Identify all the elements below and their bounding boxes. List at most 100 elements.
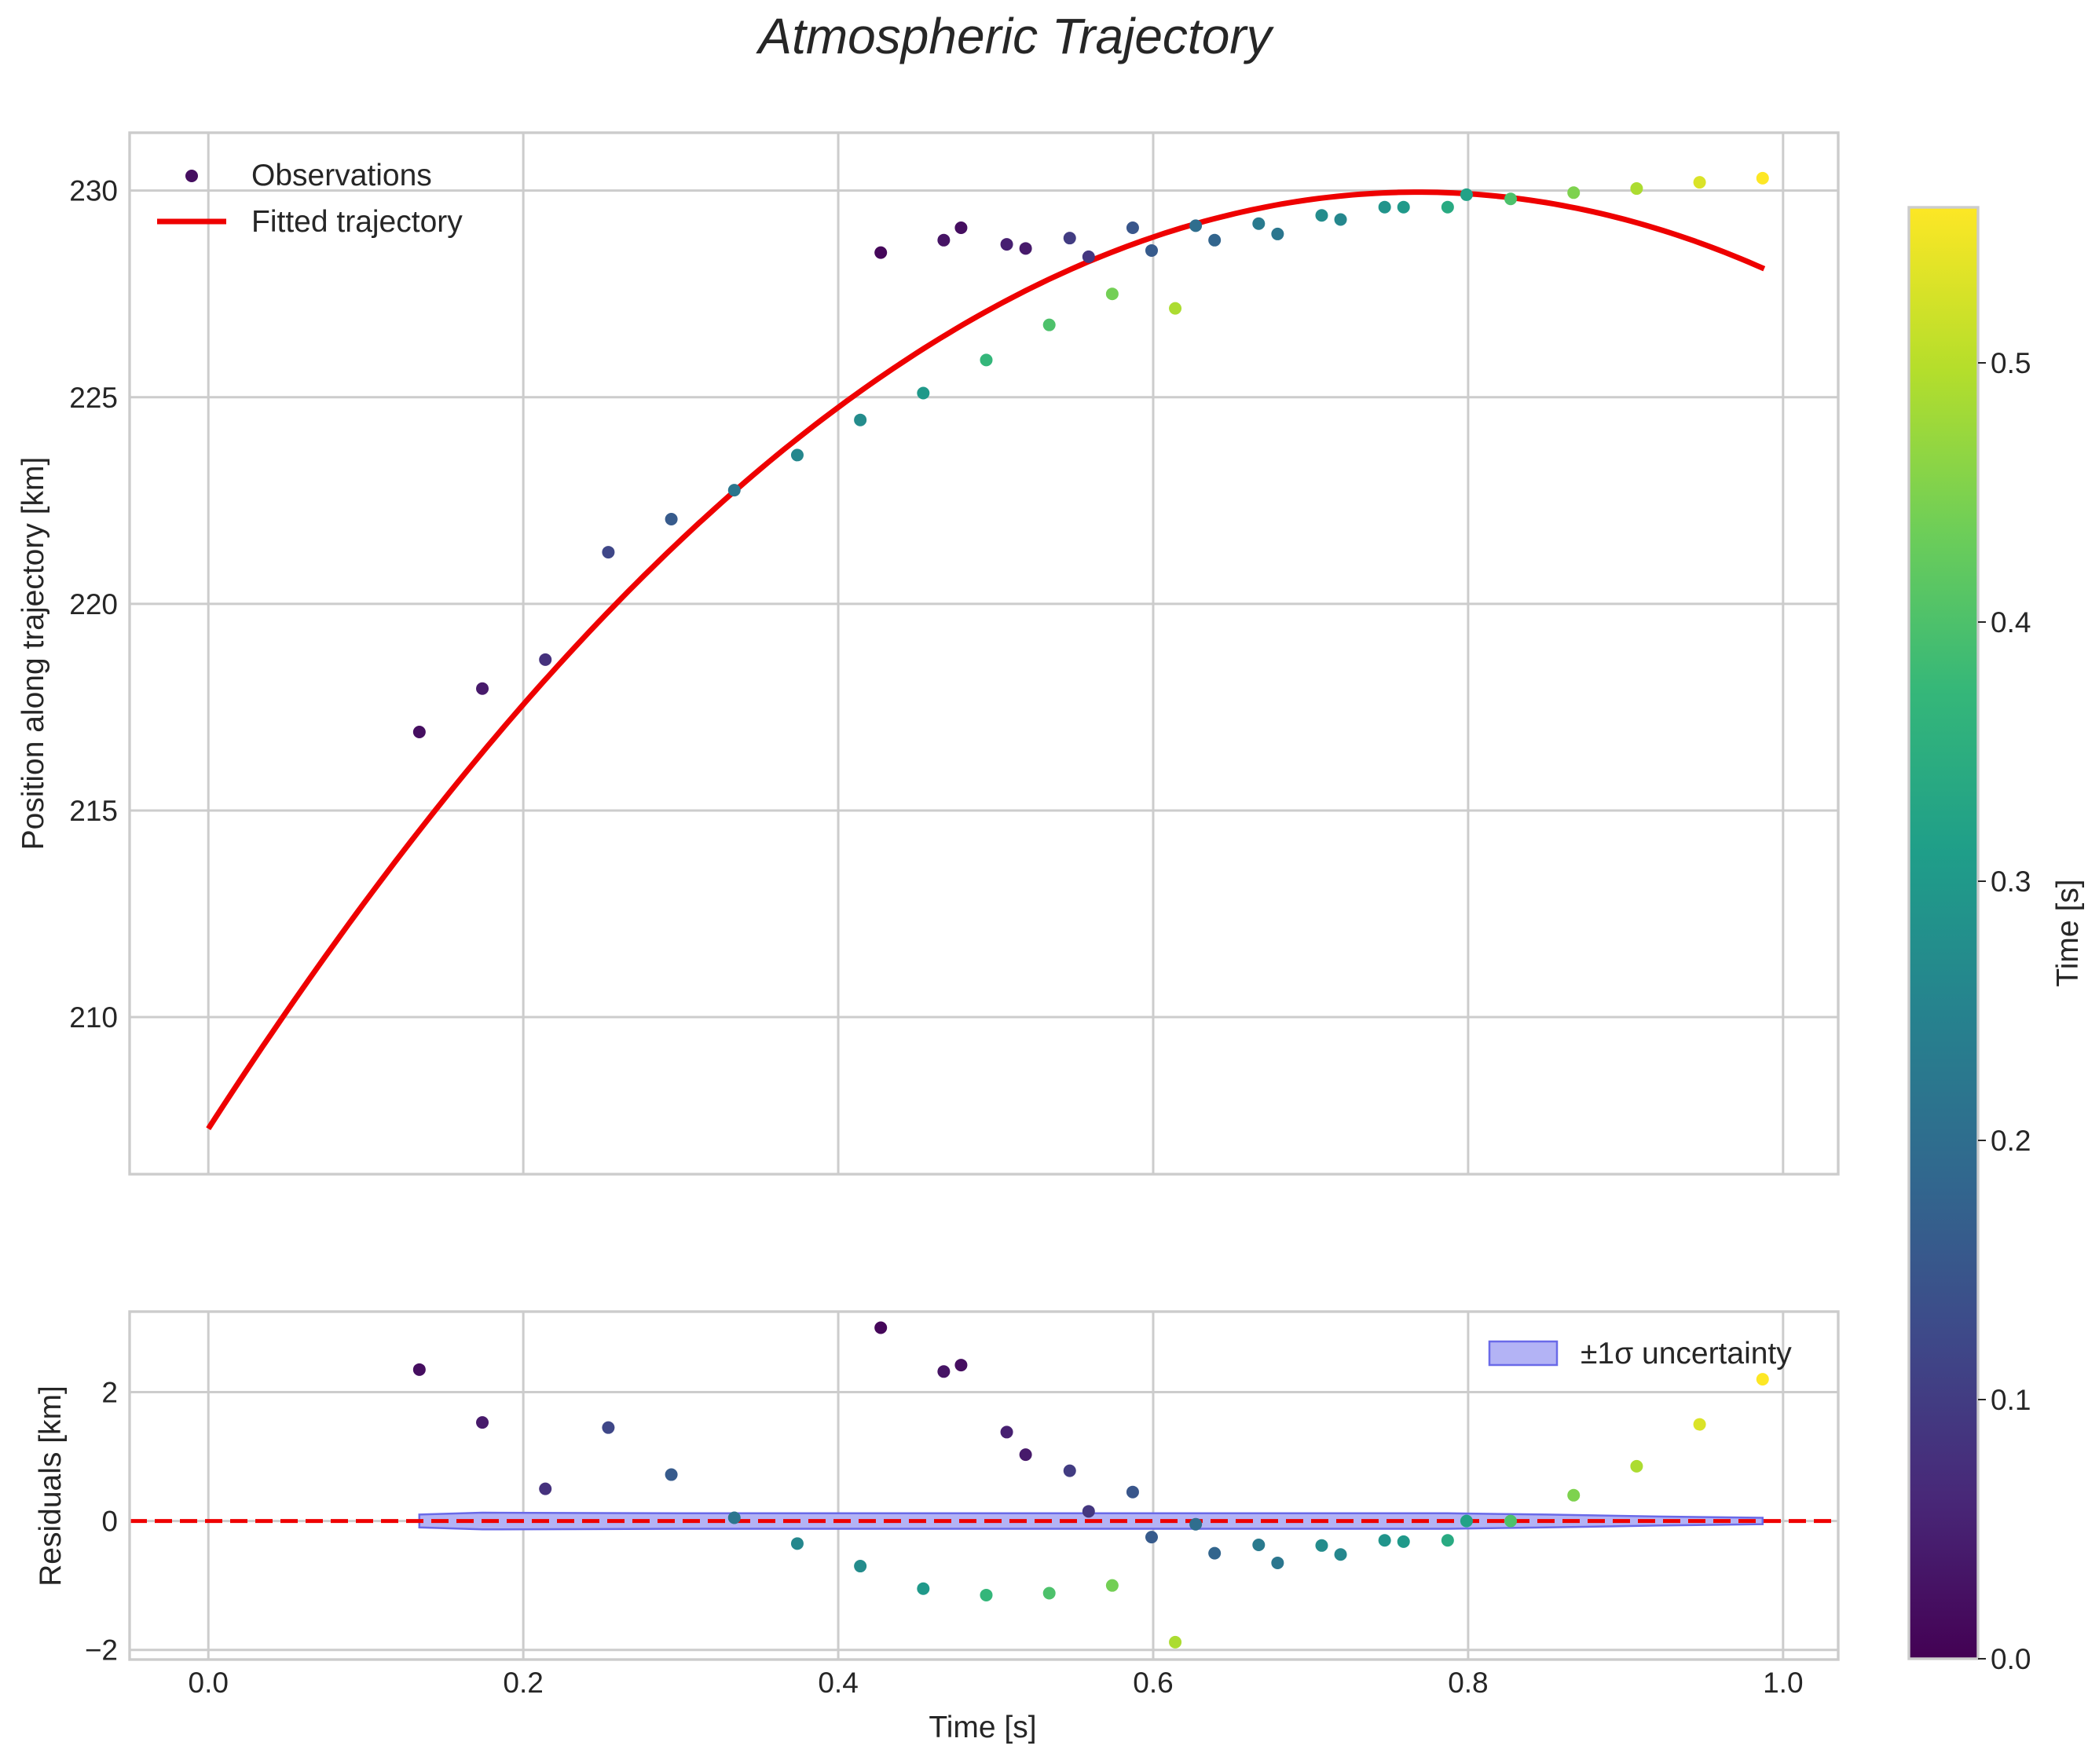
chart-title: Atmospheric Trajectory xyxy=(755,8,1274,64)
observation-point xyxy=(1334,213,1347,226)
observation-point xyxy=(1126,221,1139,235)
top-frame xyxy=(128,131,1840,1176)
bottom-y-axis-label: Residuals [km] xyxy=(34,1385,68,1587)
observation-point xyxy=(1756,171,1769,185)
observation-point xyxy=(937,233,951,247)
observation-point xyxy=(1252,217,1266,230)
residual-point xyxy=(1630,1459,1643,1473)
colorbar-tick-label: 0.1 xyxy=(1991,1384,2031,1416)
residual-point xyxy=(1271,1556,1284,1569)
observation-point xyxy=(1019,242,1032,255)
observation-point xyxy=(854,413,867,426)
colorbar-tick-label: 0.2 xyxy=(1991,1125,2031,1157)
colorbar: 0.0 0.1 0.2 0.3 0.4 0.5 Time [s] xyxy=(1907,206,2085,1675)
residual-point xyxy=(1189,1517,1203,1531)
residual-point xyxy=(1105,1579,1119,1592)
residual-point xyxy=(665,1468,678,1481)
bottom-y-tick-label: 2 xyxy=(101,1377,118,1409)
top-y-tick-label: 225 xyxy=(69,382,118,414)
observation-point xyxy=(1441,200,1454,214)
bottom-legend: ±1σ uncertainty xyxy=(1488,1337,1792,1371)
legend-fit-label: Fitted trajectory xyxy=(251,205,463,239)
bottom-y-ticks: −2 0 2 xyxy=(85,1377,118,1667)
observation-point xyxy=(1504,192,1518,206)
observation-point xyxy=(1693,176,1706,189)
observation-point xyxy=(1397,200,1410,214)
observation-point xyxy=(1271,227,1284,240)
residual-point xyxy=(874,1321,888,1334)
residual-point xyxy=(539,1482,552,1495)
residual-point xyxy=(1042,1587,1056,1600)
observation-point xyxy=(1630,182,1643,196)
residual-point xyxy=(1756,1373,1769,1386)
bottom-y-tick-label: −2 xyxy=(85,1634,118,1667)
observation-point xyxy=(1378,200,1391,214)
residual-point xyxy=(1567,1488,1581,1502)
observation-point xyxy=(954,221,968,235)
residual-point xyxy=(854,1560,867,1573)
observation-point xyxy=(790,448,804,462)
x-tick-label: 0.8 xyxy=(1448,1667,1488,1699)
top-y-tick-label: 220 xyxy=(69,588,118,620)
legend-observations-label: Observations xyxy=(251,159,432,192)
legend-band-swatch xyxy=(1488,1340,1559,1367)
observation-point xyxy=(917,386,930,400)
observation-point xyxy=(1315,209,1328,222)
residual-point xyxy=(937,1365,951,1378)
residual-point xyxy=(1145,1531,1158,1544)
residual-point xyxy=(1460,1514,1473,1528)
residual-point xyxy=(412,1363,426,1376)
observation-point xyxy=(665,512,678,525)
observation-point xyxy=(476,682,489,695)
residual-point xyxy=(1208,1546,1222,1560)
bottom-frame xyxy=(128,1310,1840,1661)
residual-point xyxy=(1315,1539,1328,1552)
top-y-tick-label: 210 xyxy=(69,1001,118,1034)
x-tick-label: 0.4 xyxy=(818,1667,858,1699)
residual-point xyxy=(1126,1485,1139,1499)
colorbar-gradient xyxy=(1909,207,1978,1659)
legend-band-label: ±1σ uncertainty xyxy=(1581,1337,1792,1371)
bottom-panel: −2 0 2 0.0 0.2 0.4 0.6 0.8 1.0 Residuals [km] T… xyxy=(34,1310,1840,1744)
x-tick-label: 1.0 xyxy=(1763,1667,1803,1699)
observation-point xyxy=(1000,238,1013,251)
x-tick-label: 0.2 xyxy=(503,1667,543,1699)
observation-points xyxy=(412,171,1769,738)
x-axis-label: Time [s] xyxy=(929,1711,1036,1744)
observation-point xyxy=(874,246,888,259)
observation-point xyxy=(602,546,615,559)
top-y-ticks: 210 215 220 225 230 xyxy=(69,175,118,1034)
colorbar-tick-label: 0.3 xyxy=(1991,866,2031,898)
colorbar-tick-label: 0.0 xyxy=(1991,1643,2031,1675)
residual-point xyxy=(1334,1548,1347,1561)
observation-point xyxy=(1145,243,1158,257)
residual-point xyxy=(1063,1464,1076,1477)
fitted-trajectory-line xyxy=(206,189,1766,1131)
top-legend: Observations Fitted trajectory xyxy=(157,159,463,239)
colorbar-tick-label: 0.5 xyxy=(1991,347,2031,379)
bottom-y-tick-label: 0 xyxy=(101,1506,118,1538)
residual-point xyxy=(1378,1534,1391,1547)
observation-point xyxy=(1189,219,1203,232)
residual-point xyxy=(1019,1448,1032,1462)
colorbar-ticks: 0.0 0.1 0.2 0.3 0.4 0.5 xyxy=(1978,347,2031,1675)
residual-point xyxy=(790,1537,804,1550)
residual-point xyxy=(1693,1418,1706,1431)
observation-point xyxy=(727,484,741,497)
top-y-axis-label: Position along trajectory [km] xyxy=(16,457,50,851)
top-grid xyxy=(130,133,1838,1174)
observation-point xyxy=(1063,232,1076,245)
observation-point xyxy=(1567,186,1581,199)
residual-point xyxy=(476,1416,489,1429)
residual-point xyxy=(1504,1514,1518,1528)
x-tick-label: 0.6 xyxy=(1133,1667,1173,1699)
residual-points xyxy=(412,1321,1769,1649)
observation-point xyxy=(980,353,993,367)
residual-point xyxy=(1397,1535,1410,1548)
residual-point xyxy=(1169,1635,1182,1649)
residual-point xyxy=(917,1582,930,1595)
residual-point xyxy=(1441,1534,1454,1547)
top-y-tick-label: 230 xyxy=(69,175,118,207)
observation-point xyxy=(1208,233,1222,247)
